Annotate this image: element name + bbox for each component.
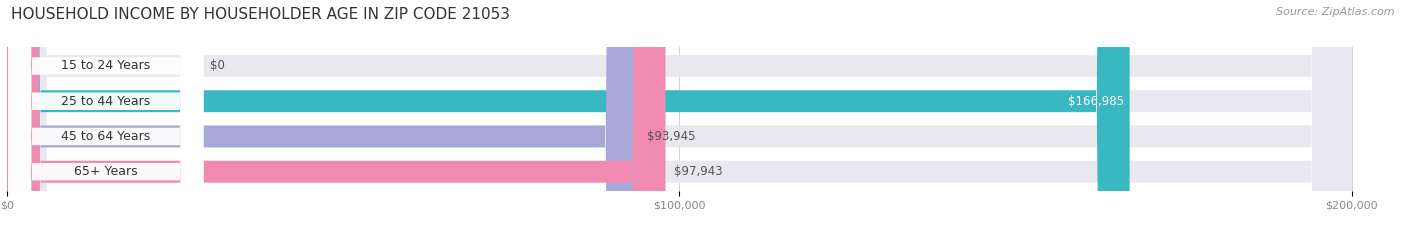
Text: 45 to 64 Years: 45 to 64 Years	[62, 130, 150, 143]
FancyBboxPatch shape	[8, 0, 204, 233]
Text: $0: $0	[209, 59, 225, 72]
Text: Source: ZipAtlas.com: Source: ZipAtlas.com	[1277, 7, 1395, 17]
FancyBboxPatch shape	[8, 0, 204, 233]
FancyBboxPatch shape	[7, 0, 1129, 233]
FancyBboxPatch shape	[8, 0, 204, 233]
FancyBboxPatch shape	[7, 0, 1351, 233]
FancyBboxPatch shape	[7, 0, 665, 233]
Text: HOUSEHOLD INCOME BY HOUSEHOLDER AGE IN ZIP CODE 21053: HOUSEHOLD INCOME BY HOUSEHOLDER AGE IN Z…	[11, 7, 510, 22]
Text: $97,943: $97,943	[673, 165, 723, 178]
FancyBboxPatch shape	[7, 0, 1351, 233]
Text: 15 to 24 Years: 15 to 24 Years	[62, 59, 150, 72]
FancyBboxPatch shape	[7, 0, 1351, 233]
Text: $166,985: $166,985	[1069, 95, 1125, 108]
FancyBboxPatch shape	[7, 0, 638, 233]
Text: 65+ Years: 65+ Years	[75, 165, 138, 178]
Text: $93,945: $93,945	[647, 130, 695, 143]
FancyBboxPatch shape	[8, 0, 204, 233]
FancyBboxPatch shape	[7, 0, 1351, 233]
Text: 25 to 44 Years: 25 to 44 Years	[62, 95, 150, 108]
